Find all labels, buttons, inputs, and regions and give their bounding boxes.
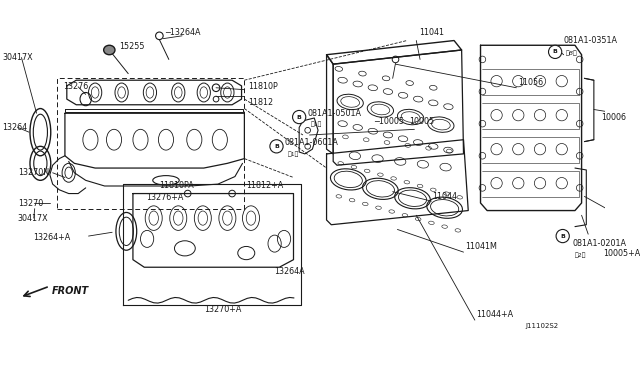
Text: B: B bbox=[560, 234, 565, 238]
Text: 13264A: 13264A bbox=[275, 267, 305, 276]
Ellipse shape bbox=[292, 110, 306, 124]
Text: B: B bbox=[274, 144, 279, 149]
Text: B: B bbox=[297, 115, 301, 119]
Text: 13276+A: 13276+A bbox=[146, 193, 184, 202]
Text: （2）: （2） bbox=[575, 252, 586, 258]
Ellipse shape bbox=[270, 140, 283, 153]
Text: （1）: （1） bbox=[310, 122, 322, 127]
Text: 11810P: 11810P bbox=[248, 82, 278, 91]
Text: J11102S2: J11102S2 bbox=[526, 323, 559, 329]
Text: 30417X: 30417X bbox=[3, 53, 33, 62]
Text: 13270+A: 13270+A bbox=[204, 305, 241, 314]
Text: 10005+A: 10005+A bbox=[604, 248, 640, 257]
Text: 11810PA: 11810PA bbox=[159, 182, 194, 190]
Ellipse shape bbox=[556, 230, 570, 243]
Text: 15255: 15255 bbox=[119, 42, 144, 51]
Text: 11041M: 11041M bbox=[465, 242, 497, 251]
Text: 10005: 10005 bbox=[409, 117, 434, 126]
Text: 13264: 13264 bbox=[3, 123, 28, 132]
Text: 〈B〉: 〈B〉 bbox=[566, 50, 577, 56]
Text: ─10005: ─10005 bbox=[374, 117, 404, 126]
Ellipse shape bbox=[548, 45, 562, 58]
Text: 081A1-0201A: 081A1-0201A bbox=[572, 239, 626, 248]
Text: 11044: 11044 bbox=[433, 192, 458, 201]
Text: 10006: 10006 bbox=[602, 113, 627, 122]
Text: 11041: 11041 bbox=[419, 29, 444, 38]
Text: 13270: 13270 bbox=[18, 199, 43, 208]
Text: 13264+A: 13264+A bbox=[33, 232, 70, 241]
Text: 081A1-0501A: 081A1-0501A bbox=[308, 109, 362, 118]
Ellipse shape bbox=[104, 45, 115, 55]
Text: FRONT: FRONT bbox=[52, 286, 89, 296]
Text: 11812: 11812 bbox=[248, 98, 273, 108]
Text: 11812+A: 11812+A bbox=[246, 182, 284, 190]
Text: 11056: 11056 bbox=[518, 78, 543, 87]
Text: 13276: 13276 bbox=[63, 82, 88, 91]
Text: B: B bbox=[553, 49, 557, 54]
Text: 081A1-0351A: 081A1-0351A bbox=[564, 36, 618, 45]
Text: 30417X: 30417X bbox=[18, 214, 49, 222]
Text: ─13264A: ─13264A bbox=[165, 28, 200, 36]
Text: （1）: （1） bbox=[288, 151, 300, 157]
Text: 11044+A: 11044+A bbox=[476, 310, 513, 319]
Text: 13270N: 13270N bbox=[18, 168, 49, 177]
Text: 081A1-0601A: 081A1-0601A bbox=[284, 138, 338, 147]
